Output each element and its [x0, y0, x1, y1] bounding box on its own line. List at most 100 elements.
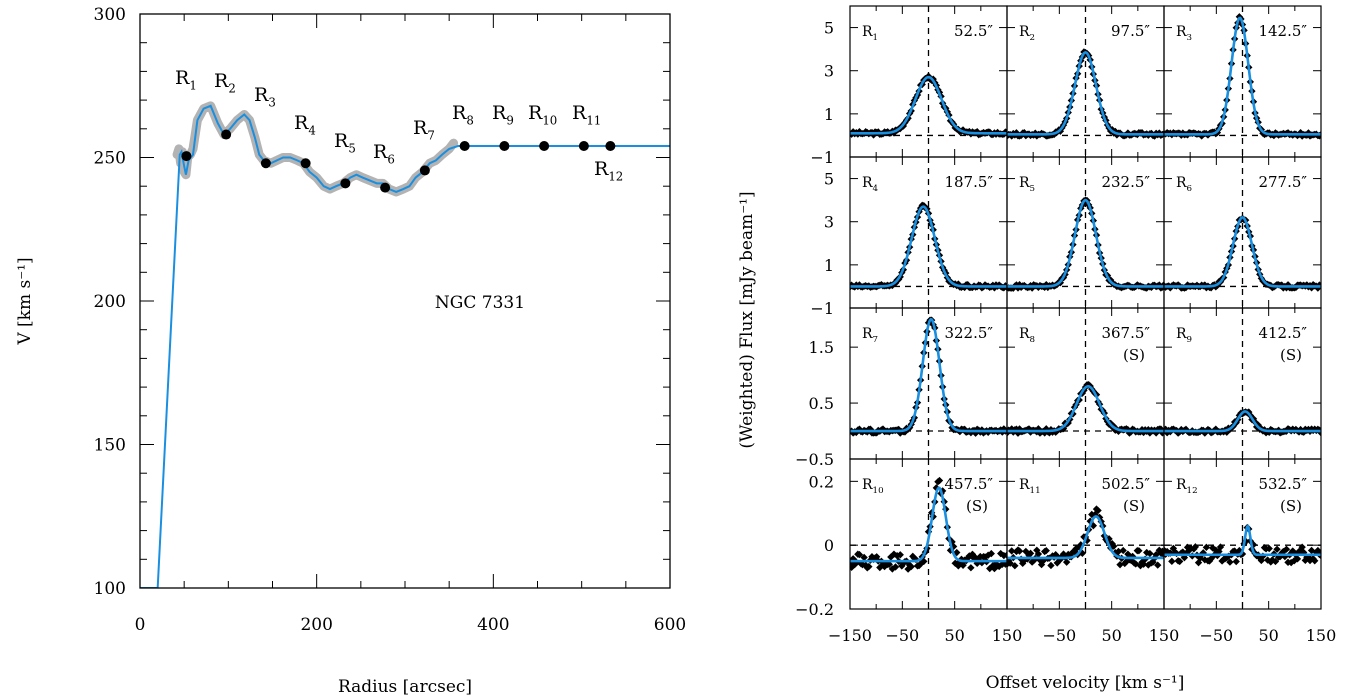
panel-note: (S)	[966, 497, 988, 515]
data-point	[935, 476, 944, 485]
panel-label-R5: R5	[1019, 175, 1035, 194]
galaxy-annotation: NGC 7331	[435, 293, 525, 313]
point-R1	[181, 151, 192, 162]
data-point	[1202, 543, 1211, 552]
point-R12	[605, 141, 616, 152]
data-points	[1007, 196, 1164, 292]
label-R6: R6	[373, 141, 395, 167]
y-axis-label: V [km s⁻¹]	[15, 257, 35, 345]
data-point	[855, 550, 864, 559]
data-point	[1034, 550, 1043, 558]
panel-label-R3: R3	[1176, 24, 1192, 43]
x-tick-label: 0	[135, 615, 146, 635]
data-point	[860, 553, 868, 562]
data-point	[1232, 557, 1240, 566]
y-tick-label: 100	[94, 579, 126, 599]
data-point	[1311, 557, 1319, 565]
panel-y-tick-label: 0.2	[809, 472, 834, 491]
panel-y-tick-label: −0.5	[795, 450, 834, 469]
panel-radius: 232.5″	[1101, 173, 1150, 191]
panel-y-tick-label: 1.5	[809, 338, 834, 357]
panel-y-tick-label: 0	[824, 536, 834, 555]
data-point	[1110, 542, 1118, 550]
panel-label-R12: R12	[1176, 477, 1198, 496]
data-point	[1026, 549, 1035, 558]
spectrum-panel-R1: 52.5″	[849, 5, 1008, 158]
panel-label-R9: R9	[1176, 326, 1192, 345]
x-tick-label: 400	[477, 615, 509, 635]
panel-radius: 52.5″	[954, 22, 993, 40]
point-R3	[260, 158, 271, 169]
panel-label-R6: R6	[1176, 175, 1192, 194]
data-point	[1293, 555, 1302, 563]
data-point	[1047, 561, 1055, 570]
label-R11: R11	[572, 102, 601, 128]
left-frame	[139, 13, 671, 589]
panel-note: (S)	[1123, 346, 1145, 364]
point-R11	[578, 141, 589, 152]
data-point	[1003, 427, 1007, 435]
data-point	[1265, 544, 1273, 553]
panel-label-R8: R8	[1019, 326, 1035, 345]
data-point	[1176, 557, 1184, 566]
data-point	[891, 563, 900, 571]
label-R7: R7	[413, 117, 435, 143]
data-point	[1158, 547, 1164, 555]
data-point	[1191, 543, 1200, 551]
panel-y-tick-label: −1	[810, 299, 834, 318]
panel-x-tick-label: 50	[1101, 626, 1121, 645]
point-R8	[459, 141, 470, 152]
data-point	[1271, 557, 1280, 566]
data-point	[907, 562, 915, 571]
model-fit	[850, 486, 1007, 563]
panel-radius: 532.5″	[1258, 475, 1307, 493]
data-point	[1011, 562, 1019, 570]
data-point	[1154, 561, 1162, 569]
panel-radius: 367.5″	[1101, 324, 1150, 342]
label-R4: R4	[294, 112, 316, 138]
panel-label-R2: R2	[1019, 24, 1035, 43]
data-point	[1226, 558, 1234, 566]
panel-y-tick-label: 3	[824, 62, 834, 81]
model-fit	[1007, 51, 1164, 136]
y-tick-label: 250	[94, 149, 126, 169]
label-R3: R3	[254, 84, 276, 110]
model-fit	[1007, 385, 1164, 433]
point-R6	[380, 182, 391, 193]
panel-y-tick-label: 3	[824, 213, 834, 232]
panel-y-tick-label: −1	[810, 148, 834, 167]
model-fit	[1164, 410, 1321, 433]
spectra-x-axis-label: Offset velocity [km s⁻¹]	[986, 673, 1185, 693]
spectrum-panel-R4: 187.5″	[849, 156, 1008, 309]
panel-radius: 412.5″	[1258, 324, 1307, 342]
rotation-curve-panel: 0 200 400 600 100 150 200 250 300 NGC 7331	[94, 5, 687, 635]
spectrum-panel-R6: 277.5″	[1163, 156, 1322, 309]
data-point	[885, 560, 893, 569]
y-tick-label: 200	[94, 292, 126, 312]
panel-x-tick-label: 50	[944, 626, 964, 645]
data-point	[1216, 543, 1225, 551]
point-R5	[340, 178, 351, 189]
panel-note: (S)	[1280, 346, 1302, 364]
label-R9: R9	[492, 102, 514, 128]
panel-radius: 187.5″	[944, 173, 993, 191]
data-point	[1003, 551, 1007, 559]
panel-label-R11: R11	[1019, 477, 1041, 496]
data-point	[1008, 547, 1016, 555]
panel-y-tick-label: 1	[824, 105, 834, 124]
point-R4	[300, 158, 311, 169]
data-point	[967, 564, 975, 572]
panel-y-tick-label: 5	[824, 170, 834, 189]
data-point	[1146, 549, 1154, 558]
panel-y-tick-label: −0.2	[795, 600, 834, 619]
panel-x-tick-label: −50	[1042, 626, 1076, 645]
panel-radius: 277.5″	[1258, 173, 1307, 191]
spectrum-panel-R12: 532.5″ (S)	[1163, 458, 1322, 610]
data-point	[1015, 547, 1024, 555]
spectra-y-axis-label: (Weighted) Flux [mJy beam⁻¹]	[737, 191, 757, 448]
label-R8: R8	[452, 102, 474, 128]
spectrum-panel-R8: 367.5″ (S)	[1006, 307, 1165, 460]
label-R2: R2	[214, 70, 236, 96]
x-tick-label: 200	[300, 615, 332, 635]
